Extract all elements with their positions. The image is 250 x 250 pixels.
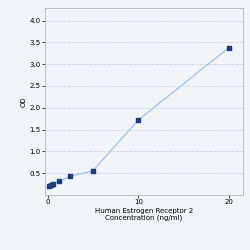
Point: [57, 179, 61, 183]
Point: [48, 183, 52, 187]
Point: [91, 169, 95, 173]
Point: [68, 174, 72, 178]
Point: [227, 46, 231, 50]
Point: [52, 182, 56, 186]
X-axis label: Human Estrogen Receptor 2
Concentration (ng/ml): Human Estrogen Receptor 2 Concentration …: [94, 208, 193, 222]
Point: [136, 118, 140, 122]
Point: [47, 184, 51, 188]
Y-axis label: OD: OD: [21, 96, 27, 106]
